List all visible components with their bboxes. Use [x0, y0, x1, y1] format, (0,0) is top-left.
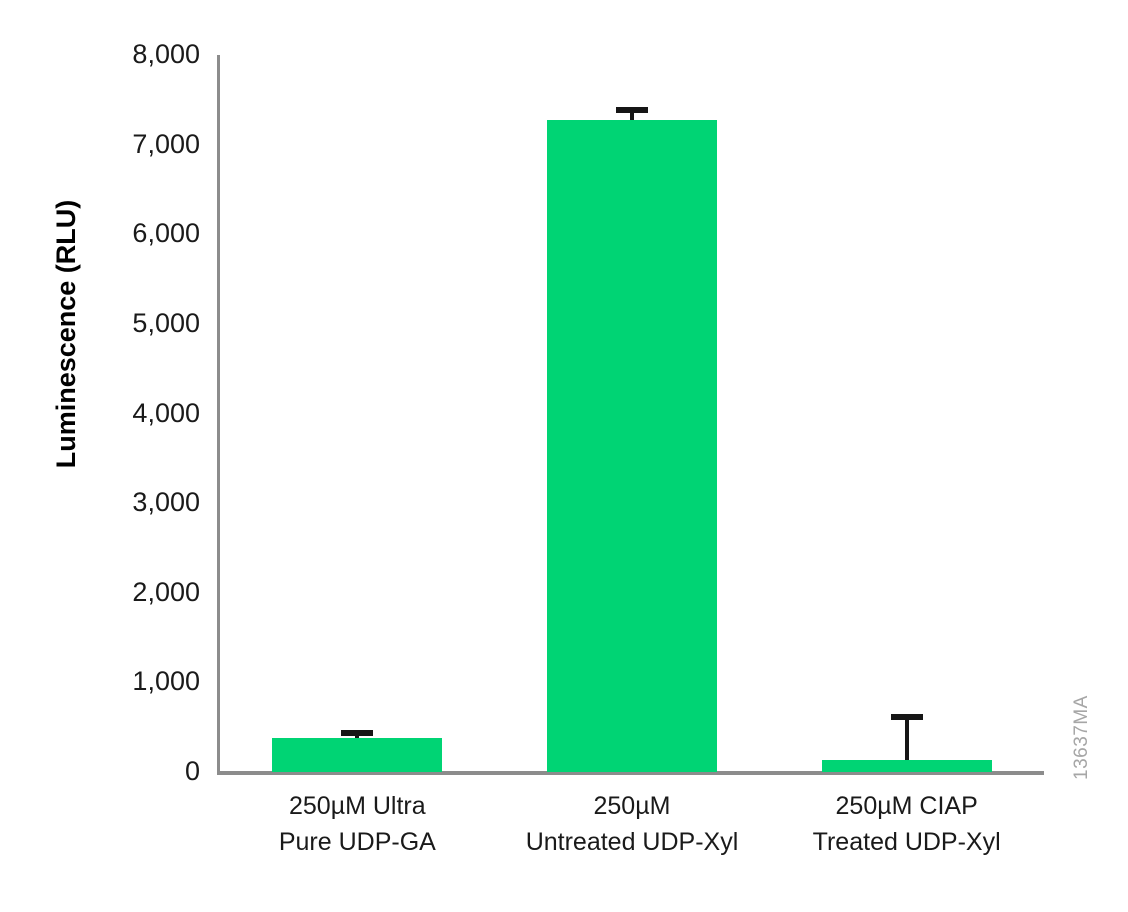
x-tick-label-line: Treated UDP-Xyl	[812, 828, 1001, 856]
x-tick-label-2: 250µM CIAP Treated UDP-Xyl	[769, 788, 1044, 860]
bar[interactable]	[272, 737, 443, 772]
x-tick-label-line: 250µM CIAP	[835, 792, 978, 820]
error-bar-stem	[904, 717, 909, 761]
x-tick-label-0: 250µM Ultra Pure UDP-GA	[220, 788, 495, 860]
y-tick-label: 0	[184, 756, 200, 786]
x-axis-line	[217, 771, 1044, 775]
y-tick-label: 8,000	[132, 39, 200, 69]
error-bar-cap	[616, 107, 648, 114]
bar-group-1	[547, 55, 717, 772]
y-tick-label: 5,000	[132, 307, 200, 338]
y-axis-tick-labels: 8,000 7,000 6,000 5,000 4,000 3,000 2,00…	[88, 0, 200, 912]
bar-group-2	[821, 55, 992, 772]
bar[interactable]	[821, 760, 992, 772]
error-bar-cap	[890, 714, 923, 721]
x-tick-label-line: 250µM	[593, 792, 671, 820]
error-bar-cap	[341, 730, 374, 737]
x-tick-label-1: 250µM Untreated UDP-Xyl	[495, 788, 770, 860]
y-tick-label: 4,000	[132, 397, 200, 428]
plot-area	[220, 55, 1044, 772]
y-tick-label: 2,000	[132, 576, 200, 607]
y-axis-line	[217, 55, 220, 774]
x-tick-label-line: Pure UDP-GA	[278, 828, 436, 856]
x-tick-label-line: 250µM Ultra	[288, 792, 426, 820]
bar-group-0	[272, 55, 443, 772]
y-tick-label: 3,000	[132, 487, 200, 518]
watermark-label: 13637MA	[1071, 695, 1092, 780]
bar[interactable]	[547, 119, 717, 772]
x-tick-label-line: Untreated UDP-Xyl	[525, 828, 739, 856]
error-bar-stem	[630, 110, 634, 120]
y-tick-label: 1,000	[132, 666, 200, 697]
y-tick-label: 7,000	[132, 128, 200, 159]
y-tick-label: 6,000	[132, 218, 200, 249]
y-axis-title: Luminescence (RLU)	[51, 199, 81, 469]
